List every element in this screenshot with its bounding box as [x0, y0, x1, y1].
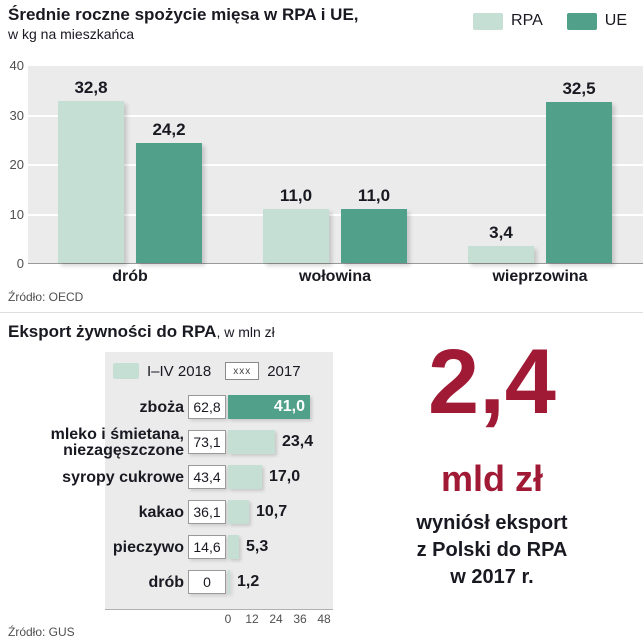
- legend-label-RPA: RPA: [511, 12, 543, 29]
- top-chart-subtitle: w kg na mieszkańca: [8, 26, 135, 42]
- row-label-line: drób: [148, 573, 184, 591]
- category-label-wołowina: wołowina: [299, 268, 371, 285]
- y-tick-20: 20: [9, 157, 24, 172]
- bar-UE-wieprzowina: 32,5: [546, 79, 612, 263]
- legend-swatch-2018: [113, 363, 139, 379]
- bottom-chart-title: Eksport żywności do RPA, w mln zł: [8, 322, 275, 342]
- legend-label-2017: 2017: [267, 362, 301, 380]
- bottom-chart-rows: zboża 62,8 41,0 mleko i śmietana, niezagęszc…: [0, 390, 643, 602]
- gridline-10: [28, 213, 643, 216]
- value-2018-label: 17,0: [269, 468, 301, 485]
- bottom-chart-legend: I–IV 2018 xxx 2017: [113, 362, 301, 380]
- bar-2018-zboża: 41,0: [228, 395, 310, 419]
- row-label: mleko i śmietana, niezagęszczone: [0, 425, 184, 460]
- bar-RPA-drób: 32,8: [58, 78, 124, 263]
- legend-item-2018: I–IV 2018: [113, 363, 211, 380]
- bar-value-label: 11,0: [357, 185, 391, 205]
- row-label-line: mleko i śmietana,: [50, 425, 184, 443]
- value-2017-box: 73,1: [188, 430, 226, 454]
- row-label: pieczywo: [0, 530, 184, 565]
- headline-value: 2,4: [428, 331, 556, 433]
- x-tick-24: 24: [269, 612, 283, 626]
- category-label-drób: drób: [112, 268, 148, 285]
- category-label-wieprzowina: wieprzowina: [492, 268, 588, 285]
- export-row-mleko i śmietana, niezagęszczone: mleko i śmietana, niezagęszczone 73,1 23,4: [0, 425, 643, 460]
- bar-RPA-wieprzowina: 3,4: [468, 223, 534, 263]
- legend-swatch-RPA: [473, 12, 504, 30]
- top-chart-legend: RPA UE: [473, 12, 627, 30]
- bar-2018-syropy cukrowe: [228, 465, 262, 489]
- bar-UE-drób: 24,2: [136, 120, 202, 263]
- export-row-drób: drób 0 1,2: [0, 565, 643, 600]
- bottom-chart-x-axis: 0 12 24 36 48: [0, 612, 643, 626]
- source-gus: Źródło: GUS: [8, 625, 75, 639]
- caption-line: w 2017 r.: [450, 566, 534, 588]
- row-label-line: zboża: [139, 398, 184, 416]
- legend-item-RPA: RPA: [473, 12, 543, 30]
- bottom-chart-title-text: Eksport żywności do RPA: [8, 322, 217, 341]
- bar-2018-kakao: [228, 500, 249, 524]
- headline-unit: mld zł: [440, 458, 543, 499]
- value-2018-label: 41,0: [273, 398, 305, 415]
- value-2017-box: 0: [188, 570, 226, 594]
- bar-value-label: 32,5: [562, 79, 596, 99]
- legend-swatch-UE: [566, 12, 597, 30]
- export-row-zboża: zboża 62,8 41,0: [0, 390, 643, 425]
- x-tick-36: 36: [293, 612, 307, 626]
- row-label-line: niezagęszczone: [63, 441, 184, 459]
- value-2017-box: 62,8: [188, 395, 226, 419]
- legend-label-2018: I–IV 2018: [147, 362, 212, 380]
- y-tick-40: 40: [9, 58, 24, 73]
- bar-2018-pieczywo: [228, 535, 239, 559]
- y-tick-30: 30: [9, 107, 24, 123]
- legend-swatch-2017: xxx: [225, 362, 260, 380]
- top-chart-y-axis: 0 10 20 30 40: [0, 0, 24, 300]
- export-row-kakao: kakao 36,1 10,7: [0, 495, 643, 530]
- section-divider: [0, 312, 643, 313]
- legend-item-2017: xxx 2017: [225, 362, 301, 380]
- bottom-chart-title-unit: , w mln zł: [216, 324, 275, 340]
- row-label-line: kakao: [138, 503, 184, 521]
- caption-line: wyniósł eksport: [416, 512, 568, 534]
- headline-caption: wyniósł eksport z Polski do RPA w 2017 r…: [352, 510, 632, 591]
- x-tick-0: 0: [224, 612, 232, 626]
- value-2017-box: 14,6: [188, 535, 226, 559]
- value-2017-box: 36,1: [188, 500, 226, 524]
- bar-2018-mleko i śmietana, niezagęszczone: [228, 430, 275, 454]
- bar-value-label: 3,4: [489, 223, 513, 243]
- row-label: zboża: [0, 390, 184, 425]
- value-2018-label: 1,2: [237, 573, 260, 590]
- caption-line: z Polski do RPA: [416, 539, 568, 561]
- export-row-syropy cukrowe: syropy cukrowe 43,4 17,0: [0, 460, 643, 495]
- top-chart-plot-area: 32,8 24,2 11,0 11,0 3,4 32,5: [28, 66, 643, 264]
- x-tick-12: 12: [245, 612, 259, 626]
- source-oecd: Źródło: OECD: [8, 290, 84, 304]
- legend-item-UE: UE: [566, 12, 627, 30]
- row-label: drób: [0, 565, 184, 600]
- value-2018-label: 10,7: [256, 503, 288, 520]
- bar-value-label: 32,8: [74, 77, 108, 97]
- row-label: kakao: [0, 495, 184, 530]
- bar-RPA-wołowina: 11,0: [263, 186, 329, 263]
- y-tick-10: 10: [9, 206, 24, 222]
- bar-value-label: 11,0: [279, 185, 313, 205]
- top-chart-category-labels: drób wołowina wieprzowina: [28, 268, 643, 288]
- value-2018-label: 23,4: [282, 433, 314, 450]
- bar-value-label: 24,2: [152, 120, 186, 140]
- row-label: syropy cukrowe: [0, 460, 184, 495]
- row-label-line: pieczywo: [112, 538, 184, 556]
- row-label-line: syropy cukrowe: [62, 468, 184, 486]
- legend-label-UE: UE: [604, 12, 627, 29]
- bar-2018-drób: [228, 570, 230, 594]
- gridline-30: [28, 114, 643, 117]
- x-tick-48: 48: [317, 612, 331, 626]
- gridline-20: [28, 164, 643, 166]
- bar-UE-wołowina: 11,0: [341, 186, 407, 263]
- export-row-pieczywo: pieczywo 14,6 5,3: [0, 530, 643, 565]
- top-chart-title: Średnie roczne spożycie mięsa w RPA i UE…: [8, 5, 359, 24]
- value-2017-box: 43,4: [188, 465, 226, 489]
- y-tick-0: 0: [16, 256, 24, 271]
- value-2018-label: 5,3: [246, 538, 269, 555]
